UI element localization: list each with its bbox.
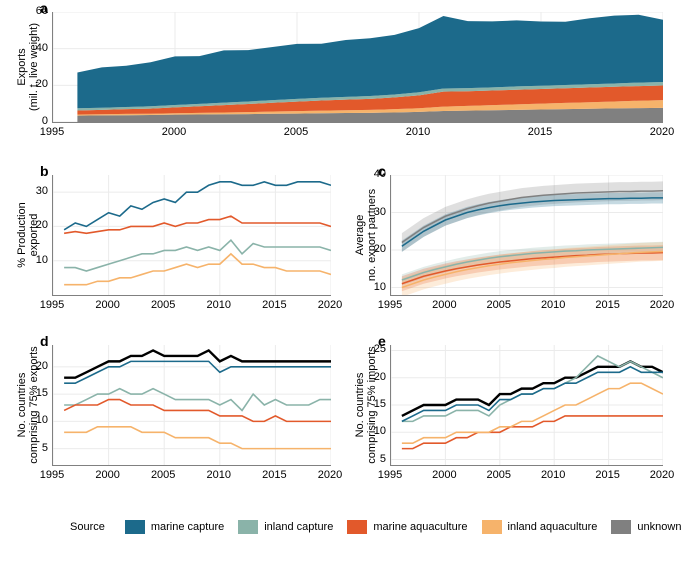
xtick: 2020 [647,469,677,481]
swatch-marine-aquaculture [347,520,367,534]
xtick: 2000 [93,469,123,481]
xtick: 2010 [538,469,568,481]
plot-d [53,345,331,465]
panel-tag-a: a [40,0,48,16]
xtick: 1995 [375,299,405,311]
ylabel-b: % Productionexported [16,175,40,295]
xtick: 2005 [148,469,178,481]
legend-label: marine aquaculture [373,521,467,533]
ylabel-d: No. countriescomprising 75% exports [16,345,40,465]
xtick: 2005 [484,469,514,481]
ylabel-a: Exports(mil. t, live weight) [16,12,40,122]
xtick: 2010 [204,469,234,481]
swatch-inland-capture [238,520,258,534]
legend-title: Source [70,521,105,533]
legend: Source marine capture inland capture mar… [70,520,681,534]
xtick: 2020 [315,299,345,311]
xtick: 1995 [37,469,67,481]
plot-a [53,12,663,122]
xtick: 2010 [403,126,433,138]
panel-e: 510152025199520002005201020152020No. cou… [390,345,662,465]
ylabel-e: No. countriescomprising 75% imports [354,345,378,465]
xtick: 2005 [281,126,311,138]
ylabel-c: Averageno. export partners [354,175,378,295]
xtick: 2000 [429,299,459,311]
xtick: 2015 [525,126,555,138]
xtick: 1995 [37,299,67,311]
figure: 0204060199520002005201020152020Exports(m… [0,0,685,567]
legend-label: unknown [637,521,681,533]
swatch-inland-aquaculture [482,520,502,534]
plot-e [391,345,663,465]
panel-d: 5101520199520002005201020152020No. count… [52,345,330,465]
panel-b: 102030199520002005201020152020% Producti… [52,175,330,295]
xtick: 2020 [315,469,345,481]
panel-tag-e: e [378,333,386,349]
panel-c: 10203040199520002005201020152020Averagen… [390,175,662,295]
xtick: 2005 [148,299,178,311]
xtick: 1995 [37,126,67,138]
plot-c [391,175,663,295]
xtick: 2015 [259,299,289,311]
legend-item-marine-aquaculture: marine aquaculture [347,520,467,534]
xtick: 2015 [593,299,623,311]
xtick: 2000 [429,469,459,481]
panel-tag-b: b [40,163,49,179]
legend-item-marine-capture: marine capture [125,520,224,534]
legend-item-unknown: unknown [611,520,681,534]
panel-tag-d: d [40,333,49,349]
legend-item-inland-aquaculture: inland aquaculture [482,520,598,534]
xtick: 2005 [484,299,514,311]
xtick: 1995 [375,469,405,481]
swatch-unknown [611,520,631,534]
xtick: 2010 [204,299,234,311]
legend-label: marine capture [151,521,224,533]
xtick: 2000 [93,299,123,311]
xtick: 2015 [259,469,289,481]
legend-label: inland capture [264,521,333,533]
legend-item-inland-capture: inland capture [238,520,333,534]
legend-label: inland aquaculture [508,521,598,533]
xtick: 2000 [159,126,189,138]
panel-tag-c: c [378,163,386,179]
xtick: 2015 [593,469,623,481]
xtick: 2010 [538,299,568,311]
plot-b [53,175,331,295]
swatch-marine-capture [125,520,145,534]
xtick: 2020 [647,126,677,138]
panel-a: 0204060199520002005201020152020Exports(m… [52,12,662,122]
xtick: 2020 [647,299,677,311]
